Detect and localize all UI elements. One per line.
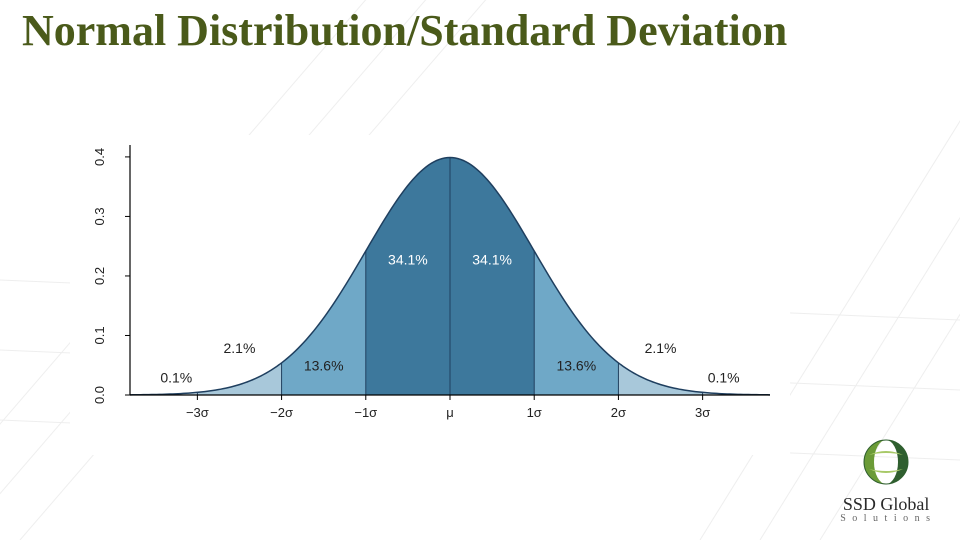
svg-text:13.6%: 13.6% [304,357,344,373]
svg-text:μ: μ [446,405,454,420]
svg-text:34.1%: 34.1% [472,251,512,267]
svg-text:2.1%: 2.1% [645,340,677,356]
svg-text:1σ: 1σ [527,405,542,420]
logo-subtitle: S o l u t i o n s [840,513,932,524]
svg-text:−3σ: −3σ [186,405,209,420]
svg-text:0.3: 0.3 [92,207,107,225]
brand-logo: SSD Global S o l u t i o n s [840,437,932,524]
svg-text:0.1: 0.1 [92,326,107,344]
logo-swirl-icon [861,437,911,487]
logo-title: SSD Global [840,494,932,515]
svg-text:13.6%: 13.6% [556,357,596,373]
svg-text:−1σ: −1σ [354,405,377,420]
svg-text:0.1%: 0.1% [708,369,740,385]
svg-text:2σ: 2σ [611,405,626,420]
page-title: Normal Distribution/Standard Deviation [22,8,787,54]
normal-distribution-chart: 0.0 0.1 0.2 0.3 0.4 −3σ −2σ −1σ μ 1σ 2σ 3σ 0.1% 2.1% 1… [70,135,790,455]
svg-text:2.1%: 2.1% [224,340,256,356]
svg-text:−2σ: −2σ [270,405,293,420]
svg-text:3σ: 3σ [695,405,710,420]
svg-text:0.0: 0.0 [92,386,107,404]
svg-text:0.1%: 0.1% [160,369,192,385]
svg-text:0.2: 0.2 [92,267,107,285]
svg-text:0.4: 0.4 [92,148,107,166]
svg-text:34.1%: 34.1% [388,251,428,267]
